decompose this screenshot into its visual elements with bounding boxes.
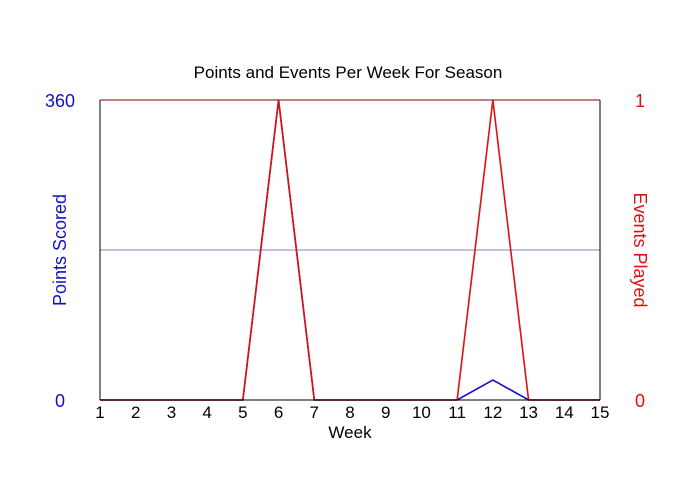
y-right-tick-max: 1 <box>635 91 645 111</box>
x-tick-label-3: 3 <box>167 403 176 422</box>
x-tick-label-14: 14 <box>555 403 574 422</box>
y-left-axis-label: Points Scored <box>50 194 70 306</box>
x-tick-label-11: 11 <box>448 403 466 422</box>
x-tick-label-4: 4 <box>202 403 211 422</box>
y-right-tick-min: 0 <box>635 391 645 411</box>
x-tick-label-6: 6 <box>274 403 283 422</box>
x-tick-label-1: 1 <box>95 403 104 422</box>
x-axis-ticks: 1 2 3 4 5 6 7 8 9 10 11 12 13 14 15 <box>95 403 609 422</box>
x-tick-label-10: 10 <box>412 403 431 422</box>
chart-title: Points and Events Per Week For Season <box>194 63 503 82</box>
x-axis-label: Week <box>328 423 372 442</box>
x-tick-label-7: 7 <box>310 403 319 422</box>
x-tick-label-15: 15 <box>591 403 610 422</box>
y-left-tick-min: 0 <box>55 391 65 411</box>
x-tick-label-12: 12 <box>483 403 502 422</box>
x-tick-label-2: 2 <box>131 403 140 422</box>
plot-area <box>99 99 601 401</box>
y-left-tick-max: 360 <box>45 91 75 111</box>
x-tick-label-13: 13 <box>519 403 538 422</box>
y-right-axis-label: Events Played <box>630 192 650 307</box>
x-tick-label-9: 9 <box>381 403 390 422</box>
x-tick-label-5: 5 <box>238 403 247 422</box>
x-tick-label-8: 8 <box>345 403 354 422</box>
